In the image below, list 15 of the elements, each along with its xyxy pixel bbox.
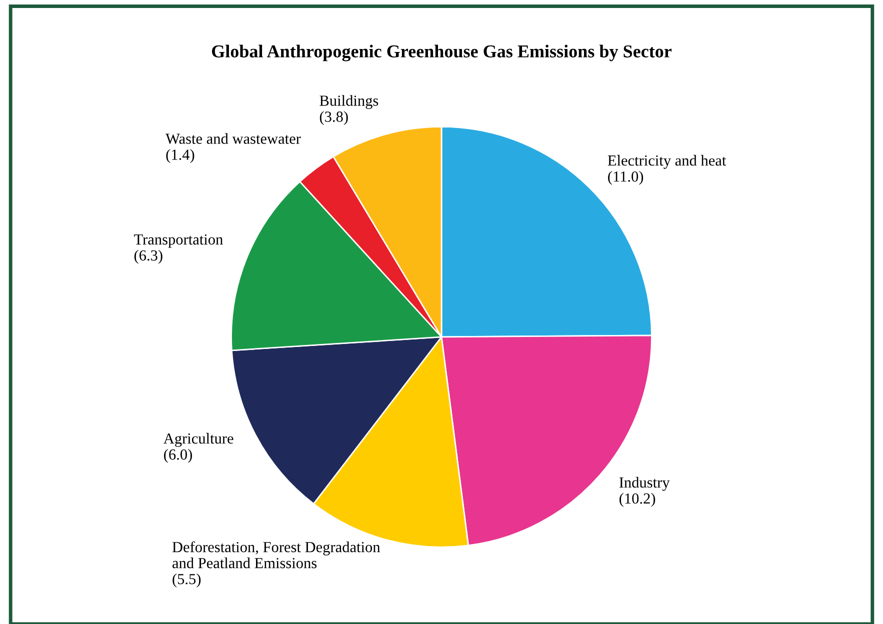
data-label: (11.0) xyxy=(608,170,644,185)
slice-label: Buildings xyxy=(320,95,378,109)
chart-title: Global Anthropogenic Greenhouse Gas Emissions by Sector xyxy=(212,44,672,62)
data-label: (3.8) xyxy=(320,111,348,125)
slice-label: Industry xyxy=(619,476,670,491)
data-label: (6.3) xyxy=(134,250,162,264)
data-label: (6.0) xyxy=(164,448,192,463)
data-label: (5.5) xyxy=(172,573,201,588)
slice-label: Waste and wastewater xyxy=(166,133,301,144)
slice-label: Transportation xyxy=(134,234,223,248)
data-label: (10.2) xyxy=(620,492,656,507)
slice-label: Agriculture xyxy=(164,432,234,447)
slice-label: Deforestation, Forest Degradation and Peatland Emissions xyxy=(172,541,380,568)
data-label: (1.4) xyxy=(166,149,194,163)
slice-label: Electricity and heat xyxy=(608,154,726,169)
